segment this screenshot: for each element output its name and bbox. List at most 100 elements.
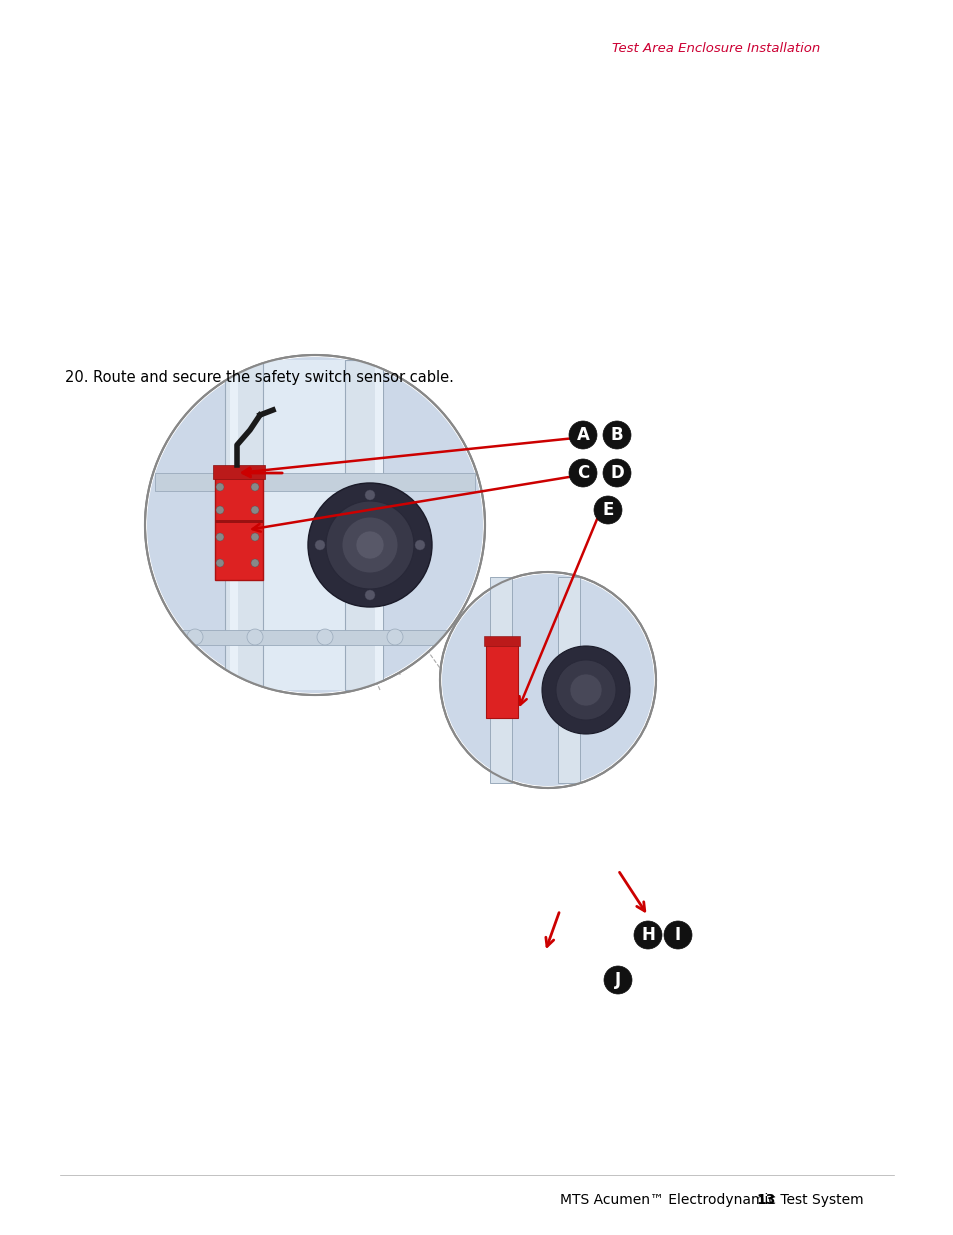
Circle shape [365, 590, 375, 600]
Bar [214, 520, 263, 522]
Bar [168, 490, 711, 506]
Circle shape [251, 483, 258, 492]
Bar [485, 642, 517, 718]
Text: B: B [610, 426, 622, 445]
Circle shape [308, 483, 432, 606]
Circle shape [314, 540, 325, 550]
Polygon shape [589, 475, 720, 658]
Bar [791, 659, 800, 682]
Text: C: C [577, 464, 589, 482]
Bar [345, 359, 382, 690]
Circle shape [339, 56, 619, 335]
Circle shape [415, 540, 424, 550]
Text: J: J [615, 971, 620, 989]
Bar [490, 173, 519, 183]
Bar [218, 952, 230, 960]
Circle shape [145, 354, 484, 695]
Bar [235, 952, 248, 960]
Bar [614, 952, 625, 960]
Bar [578, 952, 589, 960]
Circle shape [355, 531, 384, 559]
Circle shape [365, 490, 375, 500]
Bar [452, 952, 463, 960]
Circle shape [387, 629, 402, 645]
Circle shape [251, 559, 258, 567]
Circle shape [375, 805, 415, 845]
Circle shape [568, 459, 597, 487]
Bar [345, 261, 610, 285]
Circle shape [541, 646, 629, 734]
Circle shape [215, 534, 224, 541]
Bar [148, 885, 740, 947]
Bar [168, 648, 711, 659]
Circle shape [602, 421, 630, 450]
Circle shape [215, 483, 224, 492]
Circle shape [492, 200, 497, 206]
Bar [213, 466, 265, 479]
Text: E: E [601, 501, 613, 519]
Circle shape [251, 534, 258, 541]
Polygon shape [598, 493, 709, 658]
Bar [290, 952, 302, 960]
Circle shape [602, 459, 630, 487]
Bar [679, 881, 734, 910]
Circle shape [594, 496, 621, 524]
Bar [253, 952, 266, 960]
Circle shape [343, 773, 447, 877]
Text: MTS Acumen™ Electrodynamic Test System: MTS Acumen™ Electrodynamic Test System [559, 1193, 870, 1207]
Polygon shape [168, 626, 754, 648]
Bar [596, 952, 607, 960]
Circle shape [634, 921, 661, 948]
Bar [214, 471, 263, 580]
Bar [168, 471, 200, 840]
Bar [152, 974, 731, 987]
Polygon shape [168, 471, 200, 840]
Circle shape [326, 501, 414, 589]
Circle shape [215, 559, 224, 567]
Circle shape [247, 629, 263, 645]
Bar [230, 359, 237, 690]
Polygon shape [140, 840, 800, 885]
Bar [148, 750, 166, 800]
Bar [541, 952, 554, 960]
Text: H: H [640, 926, 655, 944]
Circle shape [215, 506, 224, 514]
Bar [754, 454, 782, 790]
Bar [505, 952, 517, 960]
Polygon shape [168, 797, 754, 818]
Bar [492, 177, 517, 235]
Text: D: D [610, 464, 623, 482]
Bar [490, 61, 521, 319]
Polygon shape [168, 468, 754, 490]
Circle shape [556, 659, 616, 720]
Bar [165, 950, 744, 972]
Bar [240, 454, 784, 477]
Bar [679, 471, 711, 840]
Bar [154, 473, 475, 492]
Text: 20. Route and secure the safety switch sensor cable.: 20. Route and secure the safety switch s… [65, 370, 454, 385]
Bar [667, 952, 679, 960]
Bar [483, 636, 519, 646]
Polygon shape [148, 885, 800, 945]
Bar [326, 952, 337, 960]
Circle shape [147, 357, 482, 693]
Circle shape [687, 890, 696, 899]
Bar [344, 952, 355, 960]
Polygon shape [148, 790, 214, 945]
Bar [434, 952, 446, 960]
Bar [537, 61, 565, 319]
Text: Test Area Enclosure Installation: Test Area Enclosure Installation [611, 42, 820, 56]
Bar [559, 952, 572, 960]
Circle shape [492, 184, 497, 190]
Circle shape [492, 216, 497, 222]
Polygon shape [168, 790, 789, 840]
Bar [168, 818, 711, 834]
Circle shape [569, 674, 601, 706]
Circle shape [356, 787, 433, 863]
Bar [464, 270, 524, 288]
Circle shape [341, 517, 397, 573]
Circle shape [568, 421, 597, 450]
Bar [361, 952, 374, 960]
Bar [397, 952, 410, 960]
Bar [685, 952, 698, 960]
